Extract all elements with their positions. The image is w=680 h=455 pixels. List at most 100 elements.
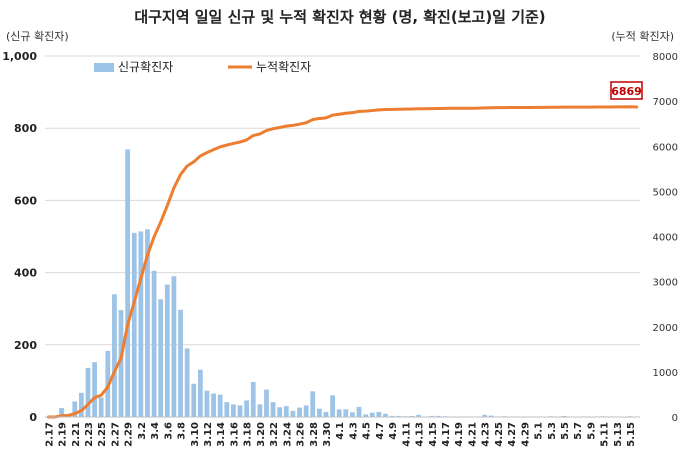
new-cases-bar (178, 309, 183, 417)
x-tick-label: 2.21 (71, 422, 82, 447)
legend-label-cumulative: 누적확진자 (256, 60, 311, 74)
x-tick-label: 3.30 (322, 422, 333, 447)
x-tick-label: 4.13 (415, 422, 426, 447)
x-tick-label: 4.21 (467, 422, 478, 447)
new-cases-bar (211, 393, 216, 417)
x-tick-label: 5.5 (560, 422, 571, 440)
x-tick-label: 5.15 (626, 422, 637, 447)
new-cases-bar (356, 406, 362, 417)
left-y-tick-label: 200 (14, 339, 37, 352)
x-tick-label: 5.9 (586, 422, 597, 440)
cumulative-line-group (46, 105, 639, 419)
left-y-tick-label: 600 (14, 194, 37, 207)
x-tick-label: 2.27 (110, 422, 121, 447)
chart-title: 대구지역 일일 신규 및 누적 확진자 현황 (명, 확진(보고)일 기준) (134, 8, 546, 26)
new-cases-bar (98, 397, 104, 417)
x-tick-label: 4.1 (335, 422, 346, 440)
x-tick-label: 3.16 (229, 422, 240, 447)
x-tick-label: 4.3 (348, 422, 359, 440)
new-cases-bar (396, 415, 402, 417)
x-tick-label: 3.26 (296, 422, 307, 447)
new-cases-bar (303, 405, 309, 417)
x-tick-label: 3.28 (309, 422, 320, 447)
right-y-ticks: 0 1000 2000 3000 4000 5000 6000 7000 8000 (653, 52, 678, 424)
new-cases-bar (416, 414, 421, 417)
left-axis-unit-label: (신규 확진자) (6, 30, 69, 43)
x-tick-label: 4.7 (375, 422, 386, 440)
new-cases-bar (85, 367, 91, 417)
legend-label-new: 신규확진자 (118, 60, 173, 74)
new-cases-bar (72, 401, 78, 417)
new-cases-bar (376, 411, 382, 417)
new-cases-bar (323, 411, 329, 417)
new-cases-bar (369, 412, 375, 417)
new-cases-bar (197, 369, 203, 417)
right-y-tick-label: 1000 (653, 368, 678, 379)
new-cases-bar (336, 409, 342, 417)
x-tick-label: 4.25 (494, 422, 505, 447)
gridlines (45, 55, 640, 346)
right-y-tick-label: 8000 (653, 52, 678, 63)
cumulative-callout: 6869 (610, 81, 643, 100)
new-cases-bar (330, 395, 335, 417)
x-tick-label: 5.11 (600, 422, 611, 447)
x-tick-label: 4.9 (388, 422, 399, 440)
new-cases-bar (112, 294, 117, 417)
new-cases-bar (217, 394, 223, 417)
x-tick-label: 4.27 (507, 422, 518, 447)
left-y-ticks: 0 200 400 600 800 1,000 (2, 50, 37, 424)
x-tick-label: 4.5 (362, 422, 373, 440)
x-tick-label: 2.17 (44, 422, 55, 447)
x-ticks: 2.17 2.19 2.21 2.23 2.25 2.27 2.29 3.2 3.4 3.6 3.8… (44, 422, 637, 447)
right-y-tick-label: 4000 (653, 233, 678, 244)
right-y-tick-label: 7000 (653, 97, 678, 108)
new-cases-bar (561, 415, 567, 417)
new-cases-bar (283, 406, 289, 417)
new-cases-bar (277, 407, 283, 417)
new-cases-bar (59, 407, 64, 417)
x-tick-label: 5.7 (573, 422, 584, 440)
new-cases-bar (264, 389, 269, 417)
new-cases-bar (257, 404, 263, 417)
x-tick-label: 2.23 (84, 422, 95, 447)
new-cases-bar (118, 310, 124, 417)
new-cases-bar (237, 405, 243, 417)
new-cases-bar (191, 383, 197, 417)
new-cases-bar (310, 391, 316, 417)
new-cases-bar (92, 362, 97, 417)
new-cases-bar (409, 415, 415, 417)
new-cases-bar (350, 412, 355, 417)
x-tick-label: 2.29 (124, 422, 135, 447)
cumulative-line (46, 105, 639, 419)
new-cases-bar (204, 390, 210, 417)
new-cases-bar (78, 392, 84, 417)
new-cases-bar (297, 407, 302, 417)
x-tick-label: 3.22 (269, 422, 280, 447)
new-cases-bar (383, 413, 388, 417)
x-tick-label: 3.10 (190, 422, 201, 447)
new-cases-bar (244, 400, 250, 417)
x-tick-label: 4.29 (520, 422, 531, 447)
x-tick-label: 2.25 (97, 422, 108, 447)
x-tick-label: 4.23 (481, 422, 492, 447)
right-y-tick-label: 6000 (653, 142, 678, 153)
new-cases-bar (343, 409, 349, 417)
new-cases-bar (429, 415, 435, 417)
x-tick-label: 3.8 (177, 422, 188, 440)
x-tick-label: 3.4 (150, 422, 161, 440)
right-y-tick-label: 0 (672, 413, 678, 424)
new-cases-bar (363, 414, 369, 417)
callout-box (610, 81, 643, 100)
x-tick-label: 5.13 (613, 422, 624, 447)
new-cases-bar (138, 231, 144, 417)
left-y-tick-label: 0 (29, 411, 37, 424)
x-tick-label: 3.20 (256, 422, 267, 447)
new-cases-bar (158, 299, 164, 417)
new-cases-bar (435, 415, 441, 417)
x-tick-label: 2.19 (58, 422, 69, 447)
left-y-tick-label: 1,000 (2, 50, 37, 63)
x-tick-label: 4.11 (401, 422, 412, 447)
x-tick-label: 4.19 (454, 422, 465, 447)
new-cases-bar (290, 410, 296, 417)
